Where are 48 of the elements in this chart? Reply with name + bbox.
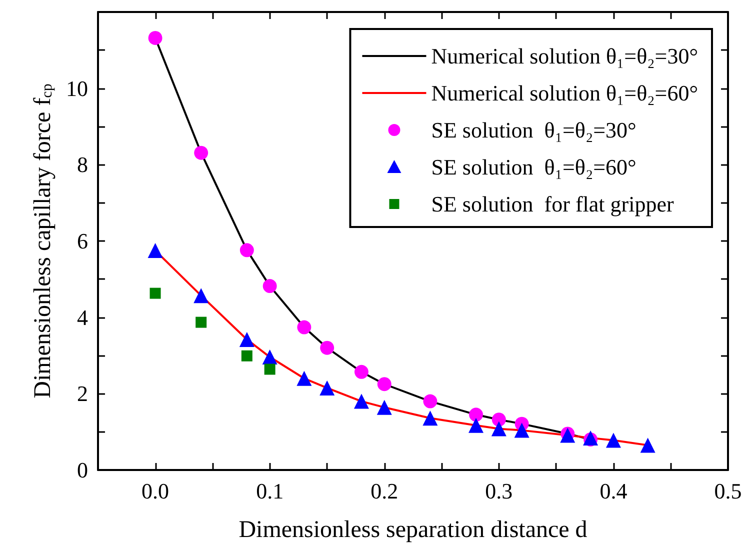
x-tick-label: 0.2 bbox=[370, 478, 398, 504]
point bbox=[264, 364, 276, 375]
point bbox=[194, 288, 209, 304]
x-tick-label: 0.4 bbox=[600, 478, 628, 504]
y-tick-label: 0 bbox=[77, 458, 88, 482]
point bbox=[262, 279, 277, 294]
x-axis-title: Dimensionless separation distance d bbox=[238, 517, 588, 543]
point bbox=[422, 410, 438, 426]
point bbox=[377, 377, 392, 392]
point bbox=[320, 340, 334, 355]
point bbox=[492, 412, 506, 427]
legend-label: Numerical solution θ₁=θ₂=60° bbox=[431, 80, 698, 106]
point bbox=[239, 332, 254, 347]
point bbox=[320, 380, 335, 396]
point bbox=[354, 394, 369, 409]
point bbox=[468, 418, 484, 433]
point bbox=[240, 243, 254, 258]
point bbox=[241, 350, 252, 362]
point bbox=[640, 438, 656, 453]
legend-label: Numerical solution θ₁=θ₂=30° bbox=[431, 44, 698, 68]
point bbox=[150, 288, 161, 299]
point bbox=[296, 370, 312, 386]
x-tick-label: 0.5 bbox=[714, 478, 742, 504]
point bbox=[354, 364, 368, 379]
point bbox=[148, 30, 162, 45]
point bbox=[262, 350, 278, 365]
x-tick-label: 0.0 bbox=[142, 478, 170, 504]
point bbox=[514, 422, 530, 438]
x-tick-label: 0.3 bbox=[485, 478, 513, 504]
x-tick-label: 0.1 bbox=[256, 478, 284, 504]
legend-label: SE solution θ₁=θ₂=60° bbox=[431, 154, 636, 180]
legend-label: SE solution for flat gripper bbox=[431, 192, 674, 216]
point bbox=[297, 320, 312, 334]
legend-label: SE solution θ₁=θ₂=30° bbox=[431, 118, 636, 142]
point bbox=[423, 394, 438, 408]
y-tick-label: 10 bbox=[66, 76, 88, 101]
point bbox=[196, 316, 207, 328]
point bbox=[491, 421, 506, 436]
y-tick-label: 8 bbox=[77, 152, 88, 178]
point bbox=[376, 400, 392, 415]
point bbox=[606, 432, 621, 448]
point bbox=[469, 408, 483, 422]
point bbox=[148, 243, 163, 258]
y-tick-label: 2 bbox=[77, 381, 88, 406]
y-tick-label: 4 bbox=[77, 304, 88, 330]
y-tick-label: 6 bbox=[77, 228, 88, 254]
y-axis-title: Dimensionless capillary force fcp bbox=[30, 84, 56, 398]
point bbox=[194, 146, 208, 160]
